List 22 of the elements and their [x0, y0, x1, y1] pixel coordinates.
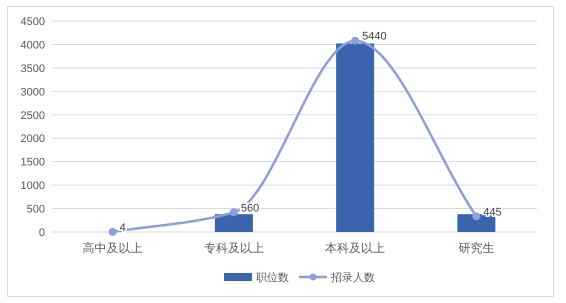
- legend-label: 招录人数: [330, 272, 375, 284]
- point: [472, 212, 480, 220]
- point: [351, 36, 360, 45]
- y-tick-label: 3500: [20, 62, 45, 75]
- data-label: 560: [240, 202, 260, 214]
- y-tick-label: 2500: [20, 110, 45, 122]
- x-tick-label: 本科及以上: [325, 241, 386, 255]
- y-tick-label: 2000: [20, 133, 45, 146]
- x-tick-label: 专科及以上: [204, 241, 264, 255]
- y-tick-label: 4500: [20, 16, 45, 28]
- y-tick-label: 0: [38, 227, 45, 239]
- y-tick-label: 500: [26, 204, 45, 216]
- y-tick-label: 1500: [20, 156, 45, 169]
- y-tick-label: 4000: [20, 39, 45, 52]
- y-tick-label: 3000: [20, 86, 45, 98]
- point: [108, 228, 117, 236]
- data-label: 5440: [362, 30, 387, 43]
- legend-label: 职位数: [256, 272, 289, 284]
- point: [230, 208, 238, 216]
- x-tick-label: 研究生: [458, 241, 494, 255]
- x-tick-label: 高中及以上: [82, 241, 143, 255]
- y-tick-label: 1000: [20, 180, 45, 192]
